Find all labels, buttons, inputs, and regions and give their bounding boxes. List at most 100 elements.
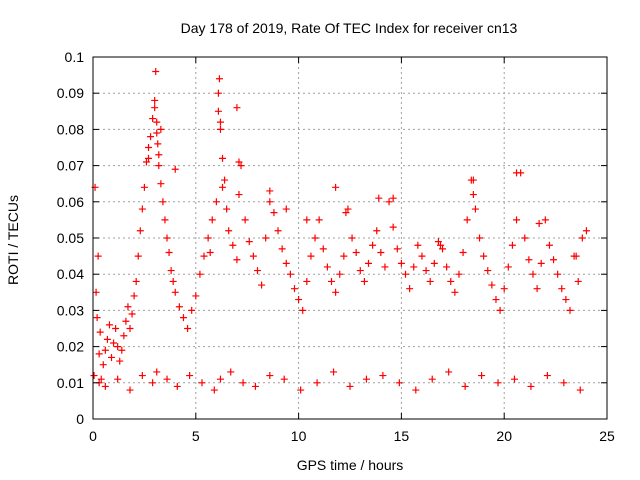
data-point (389, 223, 397, 231)
data-point (443, 263, 451, 271)
data-point (221, 176, 229, 184)
data-point (128, 310, 136, 318)
data-point (239, 379, 247, 387)
y-tick-label: 0.06 (57, 194, 84, 210)
data-point (576, 386, 584, 394)
data-point (215, 75, 223, 83)
data-point (484, 267, 492, 275)
data-point (558, 285, 566, 293)
data-point (402, 270, 410, 278)
data-point (375, 194, 383, 202)
data-point (381, 263, 389, 271)
data-point (216, 125, 224, 133)
data-point (488, 281, 496, 289)
data-point (210, 386, 218, 394)
data-point (200, 252, 208, 260)
data-point (97, 375, 105, 383)
data-point (227, 368, 235, 376)
data-point (344, 205, 352, 213)
data-point (132, 277, 140, 285)
data-point (550, 256, 558, 264)
data-point (124, 303, 132, 311)
data-point (186, 372, 194, 380)
data-point (362, 375, 370, 383)
y-tick-label: 0.07 (57, 158, 84, 174)
data-point (297, 386, 305, 394)
data-point (229, 241, 237, 249)
data-point (110, 339, 118, 347)
data-point (99, 361, 107, 369)
data-point (223, 205, 231, 213)
data-point (455, 270, 463, 278)
data-point (253, 267, 261, 275)
data-point (379, 372, 387, 380)
data-point (126, 386, 134, 394)
data-point (235, 191, 243, 199)
data-point (206, 248, 214, 256)
data-point (389, 194, 397, 202)
data-point (258, 281, 266, 289)
data-point (476, 234, 484, 242)
data-point (342, 209, 350, 217)
data-point (262, 234, 270, 242)
data-point (153, 129, 161, 137)
data-point (535, 220, 543, 228)
x-tick-label: 5 (192, 428, 200, 444)
data-point (412, 386, 420, 394)
data-point (219, 183, 227, 191)
data-point (303, 216, 311, 224)
data-point (155, 162, 163, 170)
data-point (513, 169, 521, 177)
data-point (282, 205, 290, 213)
data-point (266, 198, 274, 206)
data-point (295, 296, 303, 304)
data-point (249, 252, 257, 260)
y-tick-label: 0.04 (57, 266, 84, 282)
data-point (313, 379, 321, 387)
data-point (151, 104, 159, 112)
data-point (138, 205, 146, 213)
data-point (385, 198, 393, 206)
data-point (529, 270, 537, 278)
data-point (426, 277, 434, 285)
data-point (114, 375, 122, 383)
data-point (233, 104, 241, 112)
data-point (436, 241, 444, 249)
data-point (566, 306, 574, 314)
data-point (533, 285, 541, 293)
data-point (167, 267, 175, 275)
data-point (336, 270, 344, 278)
data-point (348, 234, 356, 242)
data-point (116, 357, 124, 365)
data-point (290, 285, 298, 293)
data-point (270, 209, 278, 217)
y-tick-label: 0.1 (65, 49, 85, 65)
data-point (319, 245, 327, 253)
data-point (315, 216, 323, 224)
y-tick-label: 0.05 (57, 230, 84, 246)
data-point (241, 216, 249, 224)
data-point (142, 158, 150, 166)
data-point (266, 372, 274, 380)
y-tick-label: 0 (76, 411, 84, 427)
data-point (120, 332, 128, 340)
data-point (445, 368, 453, 376)
data-point (94, 252, 102, 260)
x-tick-label: 0 (89, 428, 97, 444)
data-point (216, 375, 224, 383)
data-point (161, 216, 169, 224)
data-point (95, 350, 103, 358)
data-point (346, 382, 354, 390)
data-point (126, 325, 134, 332)
data-point (525, 256, 533, 264)
data-point (311, 234, 319, 242)
data-point (537, 259, 545, 267)
data-point (233, 256, 241, 264)
data-point (360, 277, 368, 285)
data-point (480, 252, 488, 260)
data-point (478, 372, 486, 380)
data-point (130, 292, 138, 300)
data-point (169, 277, 177, 285)
y-tick-label: 0.02 (57, 339, 84, 355)
